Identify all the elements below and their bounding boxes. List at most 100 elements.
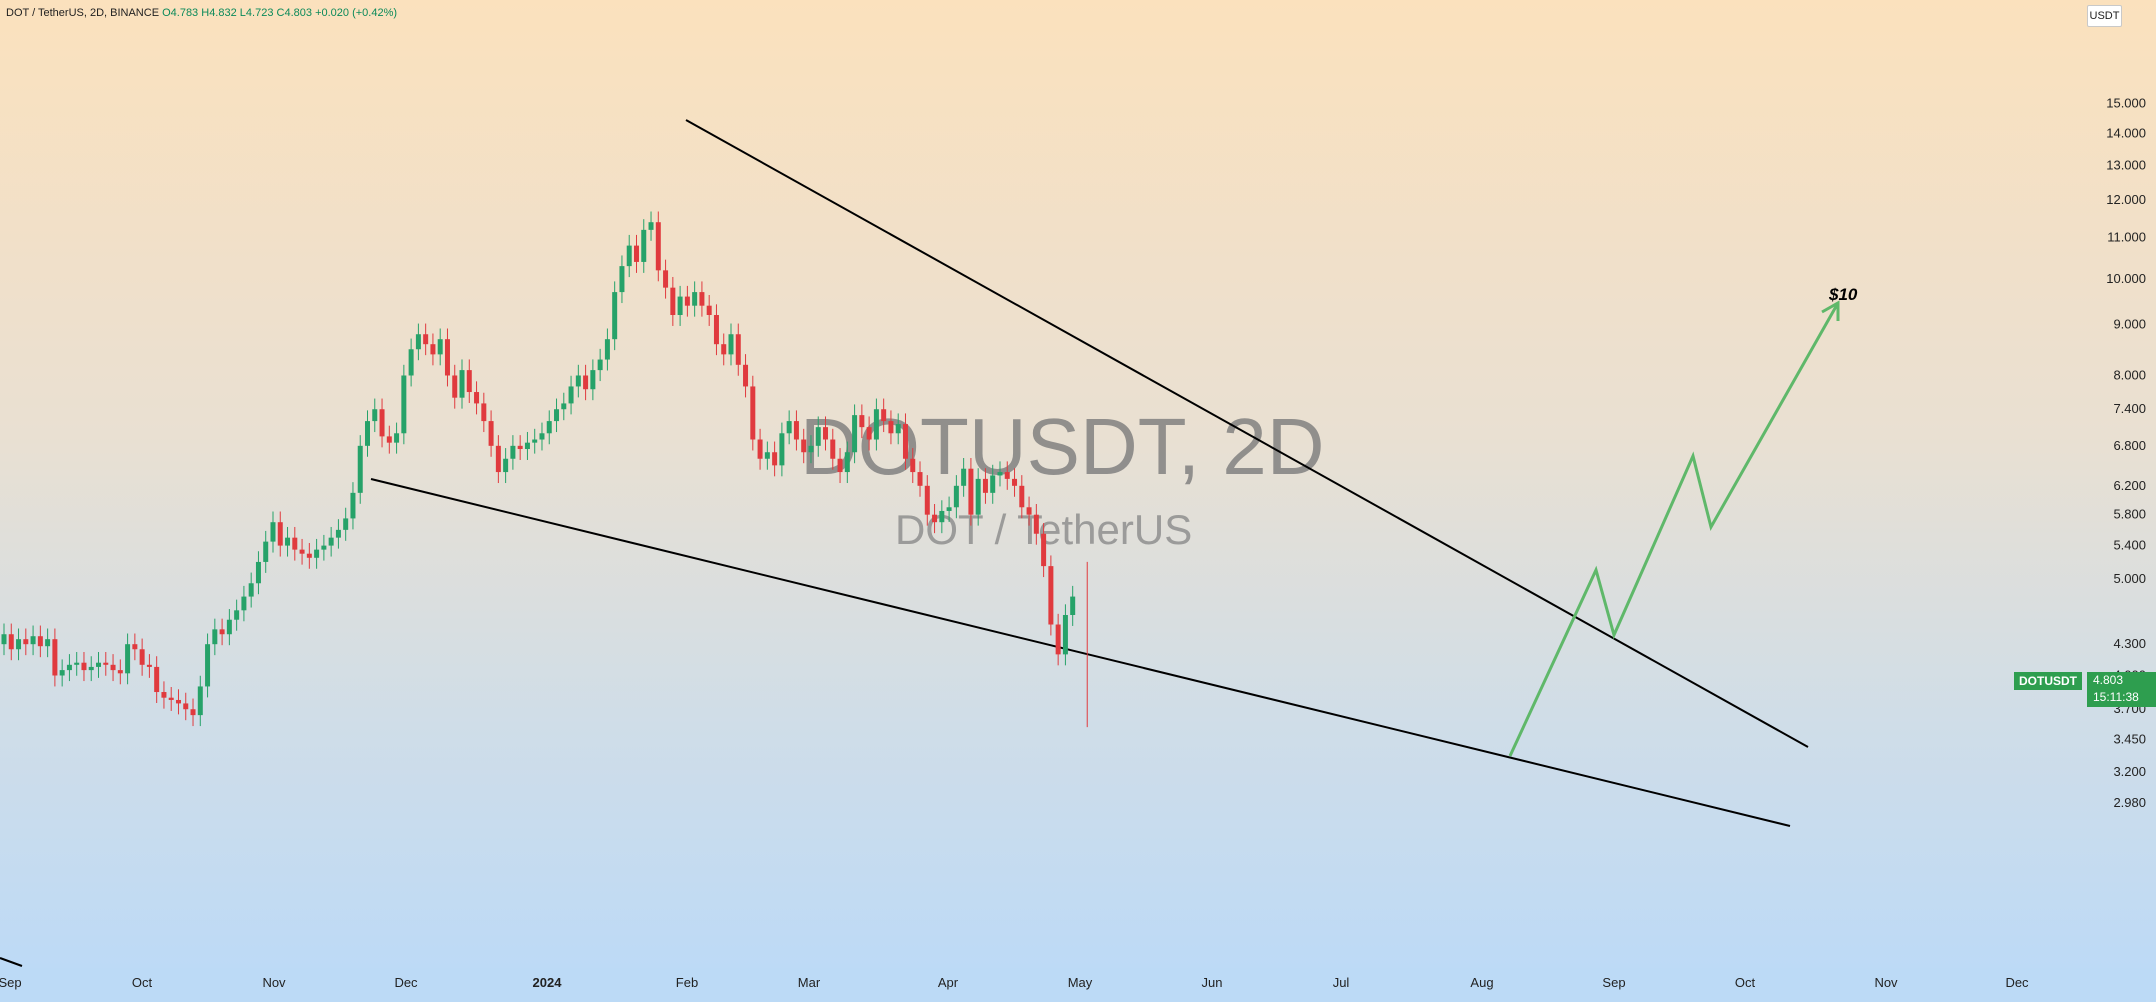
candle-body (117, 670, 123, 674)
candle-body (830, 439, 836, 459)
candle-body (488, 421, 494, 446)
candle-body (8, 634, 14, 650)
candle-body (219, 629, 225, 635)
candle-body (23, 639, 29, 645)
candle-body (314, 549, 320, 558)
plot-area[interactable] (0, 0, 2085, 968)
candle-body (30, 636, 36, 645)
candle-body (808, 445, 814, 453)
projection-line (1508, 302, 1840, 757)
prior-trendline (0, 957, 23, 967)
price-tick-label: 9.000 (2113, 317, 2146, 332)
candle-body (430, 344, 436, 355)
time-tick-label: Aug (1470, 975, 1493, 990)
time-tick-label: Sep (0, 975, 22, 990)
candle-body (554, 409, 560, 422)
candle-body (16, 639, 22, 650)
candle-body (103, 662, 109, 665)
candle-body (205, 644, 211, 687)
candle-body (183, 703, 189, 710)
time-tick-label: Sep (1602, 975, 1625, 990)
candle-body (597, 359, 603, 371)
price-target-annotation[interactable]: $10 (1828, 285, 1858, 304)
candle-body (365, 421, 370, 446)
candle-body (713, 314, 719, 345)
candle-body (444, 339, 450, 376)
time-axis[interactable] (0, 968, 2156, 1002)
price-tick-label: 5.000 (2113, 571, 2146, 586)
price-tick-label: 2.980 (2113, 795, 2146, 810)
candle-body (139, 649, 145, 665)
candle-body (299, 549, 305, 554)
candle-body (583, 375, 589, 390)
candle-body (386, 436, 392, 443)
candle-body (823, 427, 829, 440)
candle-body (350, 492, 356, 519)
time-tick-label: Oct (1735, 975, 1756, 990)
candle-body (394, 433, 400, 443)
candle-body (452, 375, 458, 398)
projection-path[interactable] (1508, 300, 1840, 757)
time-tick-label: Mar (798, 975, 821, 990)
candle-body (859, 415, 865, 428)
candle-body (248, 583, 254, 597)
candle-body (743, 364, 749, 387)
candle-body (815, 427, 821, 446)
time-tick-label: Apr (938, 975, 959, 990)
candle-body (568, 386, 574, 404)
candle-body (357, 445, 363, 493)
price-tick-label: 15.000 (2106, 95, 2146, 110)
candle-body (241, 596, 247, 611)
candle-body (408, 349, 414, 376)
candle-body (619, 266, 625, 293)
candle-body (474, 392, 480, 404)
candle-body (96, 662, 102, 667)
price-tick-label: 7.400 (2113, 401, 2146, 416)
time-tick-label: Jun (1202, 975, 1223, 990)
candle-body (415, 334, 421, 350)
candle-body (873, 409, 879, 440)
candle-body (226, 619, 232, 635)
candles (1, 211, 1088, 728)
candle-body (524, 442, 530, 450)
symbol-info: DOT / TetherUS, 2D, BINANCE (6, 7, 160, 19)
candle-body (37, 636, 43, 647)
candle-body (321, 545, 327, 550)
candle-body (953, 485, 959, 508)
price-tick-label: 5.800 (2113, 507, 2146, 522)
currency-button[interactable]: USDT (2087, 5, 2122, 27)
candle-body (66, 664, 72, 671)
candle-body (757, 439, 763, 459)
candle-body (844, 452, 850, 473)
candle-body (779, 433, 785, 466)
candle-body (706, 305, 712, 315)
arrow-head (1821, 300, 1840, 321)
candle-body (161, 692, 167, 698)
candle-body (190, 709, 196, 716)
watermark-title: DOTUSDT, 2D (800, 402, 1325, 491)
candle-body (641, 229, 647, 262)
candle-body (612, 292, 618, 340)
candle-body (692, 292, 698, 306)
price-tick-label: 3.200 (2113, 764, 2146, 779)
candle-body (277, 522, 283, 546)
candle-body (1041, 533, 1047, 567)
candle-body (917, 472, 923, 486)
candle-body (633, 245, 639, 262)
trendlines[interactable] (0, 119, 1809, 967)
candle-body (801, 439, 807, 453)
candle-body (154, 666, 160, 693)
candle-body (735, 334, 741, 365)
candle-body (1048, 566, 1054, 625)
price-tick-label: 8.000 (2113, 367, 2146, 382)
price-axis[interactable] (2085, 0, 2156, 968)
candle-body (306, 553, 312, 558)
time-tick-labels: Sep Oct Nov Dec 2024 Feb Mar Apr May Jun Jul Aug Sep… (0, 975, 2029, 990)
candle-body (910, 458, 916, 473)
candle-body (285, 537, 291, 546)
candle-body (939, 510, 945, 523)
candle-body (982, 478, 988, 493)
candle-body (837, 458, 843, 473)
